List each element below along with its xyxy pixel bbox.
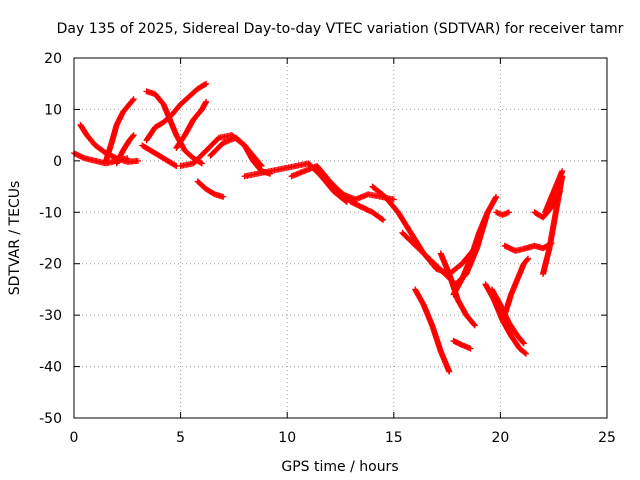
- data-point: [134, 157, 141, 164]
- x-tick-label: 15: [385, 430, 403, 446]
- y-tick-label: 10: [44, 102, 62, 118]
- data-point: [522, 349, 529, 356]
- y-tick-label: -10: [39, 205, 62, 221]
- data-point: [484, 209, 491, 216]
- data-point: [130, 96, 137, 103]
- data-point: [520, 339, 527, 346]
- series-arc-18: [437, 250, 478, 329]
- data-point: [197, 159, 204, 166]
- data-point: [493, 193, 500, 200]
- y-axis-label: SDTVAR / TECUs: [7, 181, 23, 296]
- y-tick-label: 0: [53, 154, 62, 170]
- data-point: [390, 196, 397, 203]
- data-point: [203, 80, 210, 87]
- series-arc-11: [207, 134, 265, 169]
- series-arc-23: [501, 255, 532, 319]
- series-arc-22: [488, 286, 527, 347]
- series-arc-27: [542, 168, 566, 216]
- series-arc-26: [540, 173, 566, 277]
- series-arc-9: [194, 178, 227, 200]
- series-arc-2: [77, 121, 141, 165]
- series-arc-14: [337, 188, 387, 223]
- data-point: [129, 97, 136, 103]
- y-tick-label: 20: [44, 51, 62, 67]
- grid-lines: [74, 58, 607, 418]
- series-arc-6: [143, 80, 210, 144]
- series-arc-4: [113, 132, 137, 167]
- data-point: [446, 368, 453, 375]
- data-point: [202, 81, 209, 88]
- data-point: [220, 193, 227, 200]
- y-tick-label: -40: [39, 360, 62, 376]
- series-arc-20: [450, 337, 474, 352]
- series-arc-21: [482, 281, 529, 357]
- data-point: [130, 132, 137, 139]
- series-arc-5: [143, 88, 205, 167]
- series-arc-7: [139, 142, 180, 169]
- data-points: [71, 80, 566, 375]
- data-point: [380, 217, 387, 223]
- data-point: [467, 345, 474, 352]
- y-tick-label: -50: [39, 411, 62, 427]
- data-point: [471, 322, 478, 329]
- plot-border: [73, 57, 608, 419]
- series-arc-28: [493, 209, 512, 218]
- data-point: [379, 216, 386, 223]
- x-tick-label: 20: [491, 430, 509, 446]
- data-point: [257, 162, 264, 169]
- data-point: [524, 256, 531, 263]
- data-point: [520, 340, 527, 347]
- y-tick-label: -20: [39, 257, 62, 273]
- series-arc-3: [102, 96, 137, 164]
- x-axis-label: GPS time / hours: [281, 459, 398, 475]
- y-tick-label: -30: [39, 308, 62, 324]
- series-arc-16: [412, 286, 453, 375]
- data-point: [172, 162, 179, 169]
- data-point: [505, 209, 512, 216]
- series-arc-19: [450, 209, 491, 298]
- y-tick-labels: -50 -40 -30 -20 -10 0 10 20: [39, 51, 62, 427]
- axis-ticks: [73, 57, 608, 419]
- x-tick-label: 10: [278, 430, 296, 446]
- data-point: [129, 133, 136, 139]
- data-point: [198, 160, 205, 167]
- x-tick-labels: 0 5 10 15 20 25: [70, 430, 616, 446]
- data-point: [258, 163, 265, 169]
- data-point: [471, 321, 478, 328]
- series-arc-8: [173, 98, 210, 151]
- series-arc-15: [369, 183, 478, 277]
- data-point: [522, 350, 529, 357]
- data-point: [559, 168, 566, 175]
- x-tick-label: 0: [70, 430, 79, 446]
- x-tick-label: 5: [176, 430, 185, 446]
- x-tick-label: 25: [598, 430, 616, 446]
- chart-title: Day 135 of 2025, Sidereal Day-to-day VTE…: [57, 21, 624, 37]
- data-point: [525, 255, 532, 262]
- data-point: [203, 98, 210, 105]
